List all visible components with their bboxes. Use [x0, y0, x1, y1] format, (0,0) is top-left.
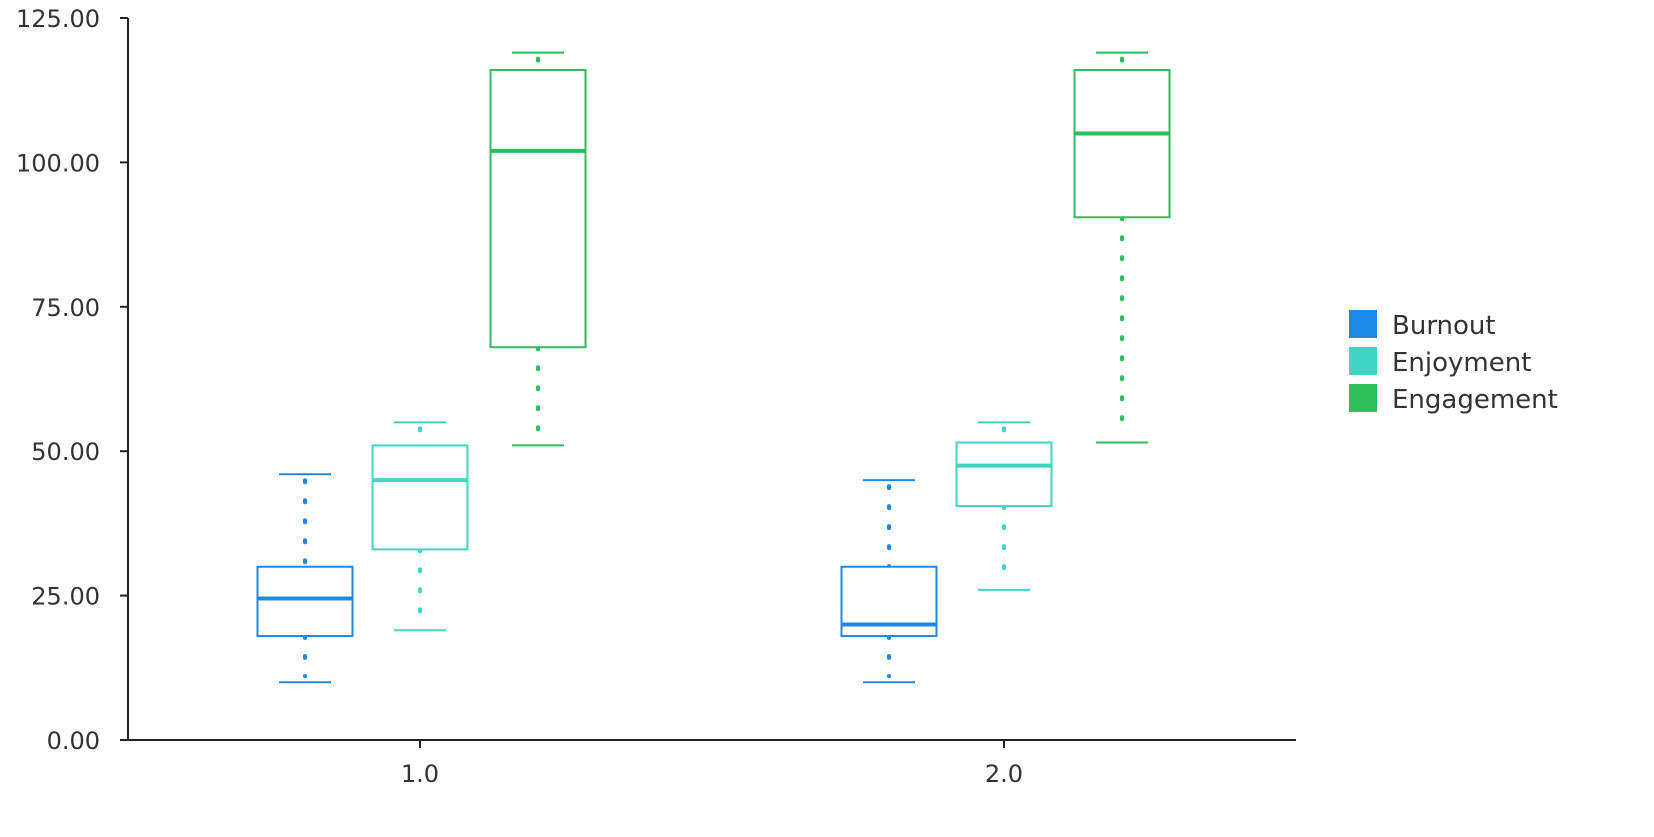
x-axis-tick-label: 1.0	[401, 760, 439, 788]
legend-swatch	[1349, 384, 1377, 412]
interquartile-box	[371, 444, 469, 551]
legend-item-burnout: Burnout	[1349, 310, 1496, 341]
legend-label: Enjoyment	[1392, 348, 1531, 378]
series-engagement	[489, 51, 1171, 447]
y-axis-tick-label: 25.00	[31, 583, 100, 611]
box-plot-series	[256, 51, 1171, 684]
legend-swatch	[1349, 347, 1377, 375]
interquartile-box	[955, 441, 1053, 508]
series-enjoyment	[371, 421, 1053, 632]
box-plot	[371, 421, 469, 632]
legend-item-enjoyment: Enjoyment	[1349, 347, 1531, 378]
legend-label: Engagement	[1392, 385, 1558, 415]
axes: 0.00 25.00 50.00 75.00 100.00 125.00 1.0 2.0	[16, 5, 1296, 788]
interquartile-box	[256, 565, 354, 638]
series-burnout	[256, 473, 938, 684]
y-axis-tick-label: 100.00	[16, 149, 100, 177]
legend-swatch	[1349, 310, 1377, 338]
box-plot	[840, 479, 938, 684]
y-axis-tick-label: 0.00	[47, 727, 100, 755]
interquartile-box	[1073, 68, 1171, 219]
legend: Burnout Enjoyment Engagement	[1349, 310, 1558, 415]
y-axis-tick-label: 75.00	[31, 294, 100, 322]
legend-item-engagement: Engagement	[1349, 384, 1558, 415]
box-plot	[1073, 51, 1171, 444]
interquartile-box	[489, 68, 587, 349]
x-axis-tick-label: 2.0	[985, 760, 1023, 788]
box-plot	[955, 421, 1053, 591]
box-plot	[489, 51, 587, 447]
legend-label: Burnout	[1392, 311, 1496, 341]
box-plot	[256, 473, 354, 684]
y-axis-tick-label: 50.00	[31, 438, 100, 466]
y-axis-tick-label: 125.00	[16, 5, 100, 33]
